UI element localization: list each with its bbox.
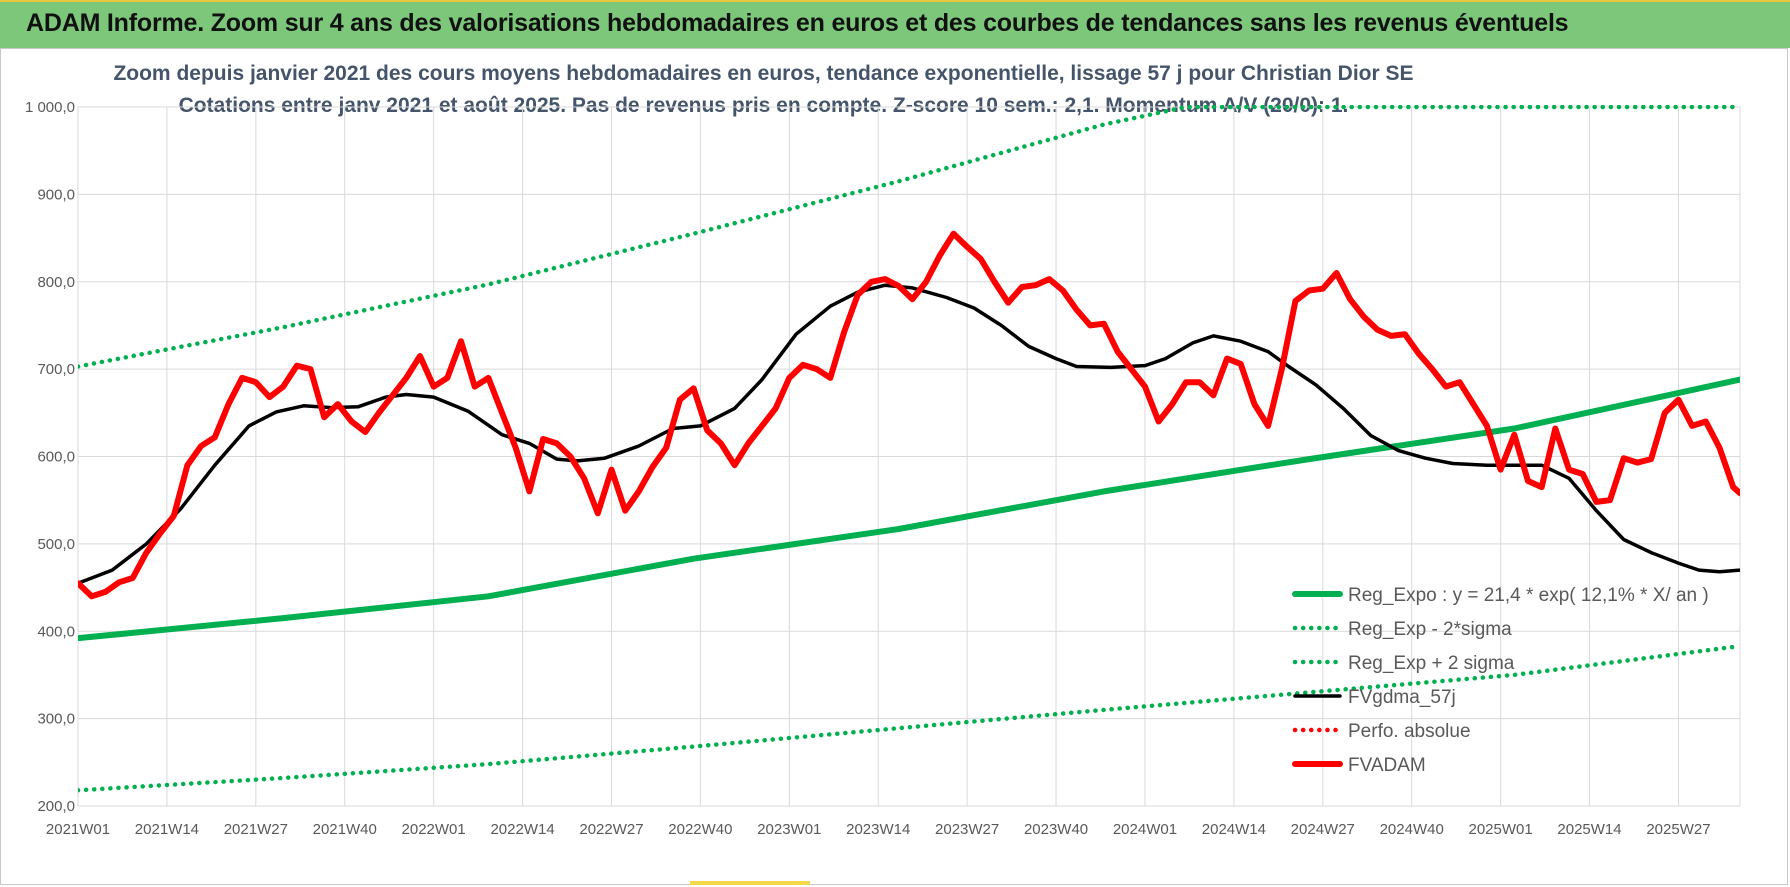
y-tick-label: 400,0 (37, 623, 75, 640)
x-tick-label: 2021W27 (224, 821, 288, 838)
series-line-0 (78, 376, 1740, 642)
report-banner: ADAM Informe. Zoom sur 4 ans des valoris… (0, 0, 1790, 48)
x-tick-label: 2022W14 (490, 821, 554, 838)
x-tick-label: 2025W27 (1646, 821, 1710, 838)
x-tick-label: 2023W40 (1024, 821, 1088, 838)
x-tick-label: 2024W01 (1113, 821, 1177, 838)
y-tick-label: 900,0 (37, 186, 75, 203)
x-tick-label: 2025W01 (1469, 821, 1533, 838)
x-tick-label: 2023W27 (935, 821, 999, 838)
x-tick-label: 2021W40 (313, 821, 377, 838)
series-line-3 (78, 283, 1740, 585)
x-tick-label: 2022W40 (668, 821, 732, 838)
x-tick-label: 2023W01 (757, 821, 821, 838)
x-tick-label: 2021W01 (46, 821, 110, 838)
legend-label: FVADAM (1348, 755, 1426, 776)
chart-frame (0, 48, 1788, 885)
legend-label: Reg_Exp + 2 sigma (1348, 653, 1515, 674)
series-line-5 (78, 230, 1740, 600)
legend-label: Reg_Expo : y = 21,4 * exp( 12,1% * X/ an… (1348, 585, 1709, 606)
x-tick-label: 2022W27 (579, 821, 643, 838)
report-title: ADAM Informe. Zoom sur 4 ans des valoris… (26, 9, 1569, 37)
x-tick-label: 2024W14 (1202, 821, 1266, 838)
series-line-2 (78, 105, 1740, 369)
y-tick-label: 500,0 (37, 536, 75, 553)
legend-label: Reg_Exp - 2*sigma (1348, 619, 1512, 640)
bottom-accent (690, 881, 810, 885)
legend-label: Perfo. absolue (1348, 721, 1471, 742)
legend-label: FVgdma_57j (1348, 687, 1456, 708)
x-tick-label: 2023W14 (846, 821, 910, 838)
y-tick-label: 800,0 (37, 274, 75, 291)
y-tick-label: 200,0 (37, 798, 75, 815)
series-line-1 (78, 643, 1740, 793)
y-tick-label: 600,0 (37, 449, 75, 466)
y-tick-label: 700,0 (37, 361, 75, 378)
x-tick-label: 2024W40 (1380, 821, 1444, 838)
x-tick-label: 2024W27 (1291, 821, 1355, 838)
x-tick-label: 2022W01 (402, 821, 466, 838)
chart-title: Zoom depuis janvier 2021 des cours moyen… (113, 62, 1414, 85)
x-tick-label: 2021W14 (135, 821, 199, 838)
x-tick-label: 2025W14 (1557, 821, 1621, 838)
y-tick-label: 300,0 (37, 711, 75, 728)
y-tick-label: 1 000,0 (25, 99, 75, 116)
